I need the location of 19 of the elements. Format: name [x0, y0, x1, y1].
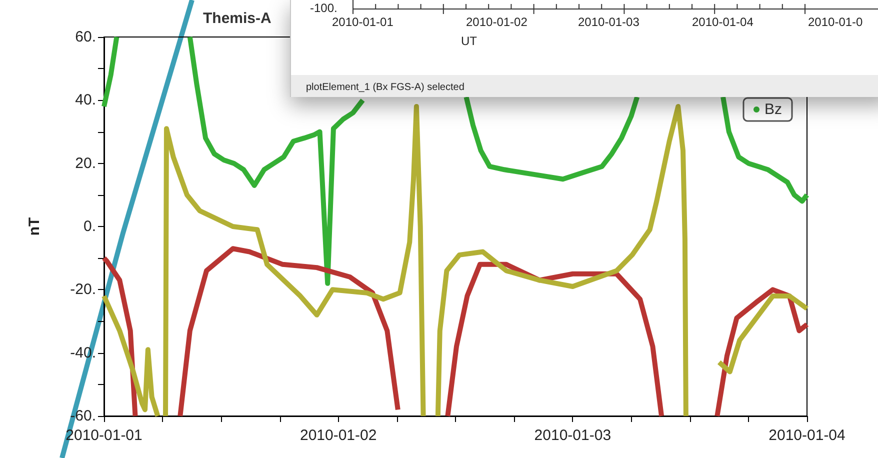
text: 2010-01-0 [808, 15, 863, 29]
chart-title: Themis-A [203, 10, 272, 27]
annotation: plotElement_1 (Bx FGS-A) selected [306, 82, 464, 93]
text: 2010-01-03 [578, 15, 640, 29]
x-tick-label: 2010-01-04 [768, 427, 846, 444]
text: 2010-01-01 [332, 15, 394, 29]
annotation: UT [461, 34, 477, 48]
text: 2010-01-02 [466, 15, 528, 29]
y-tick-label: -20. [70, 281, 96, 298]
y-tick-label: 20. [75, 154, 96, 172]
y-tick-label: 40. [75, 92, 96, 109]
text: -100. [310, 1, 338, 15]
y-tick-label: 60. [75, 28, 96, 46]
y-tick-label: 0. [83, 218, 96, 235]
x-tick-label: 2010-01-03 [534, 427, 612, 444]
legend-label: Bz [764, 101, 782, 118]
text: 2010-01-04 [692, 15, 754, 29]
y-axis-title: nT [26, 217, 43, 236]
x-tick-label: 2010-01-02 [300, 427, 377, 444]
